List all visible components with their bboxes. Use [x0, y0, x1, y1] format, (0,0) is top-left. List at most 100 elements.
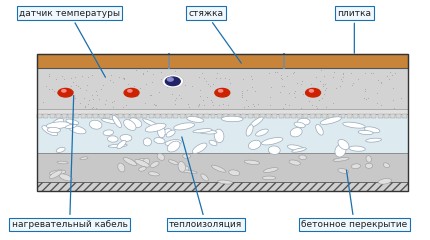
- Ellipse shape: [123, 157, 137, 166]
- Point: [188, 84, 195, 88]
- Bar: [180, 114, 184, 118]
- Point: [319, 82, 326, 85]
- Point: [240, 105, 247, 109]
- Point: [98, 87, 105, 91]
- Point: [347, 71, 354, 75]
- Bar: [273, 114, 277, 118]
- Point: [249, 102, 256, 106]
- Point: [361, 90, 368, 93]
- Bar: [316, 114, 321, 118]
- Ellipse shape: [229, 170, 240, 176]
- Ellipse shape: [118, 163, 125, 172]
- Point: [208, 98, 215, 102]
- Point: [163, 85, 170, 89]
- Point: [110, 80, 117, 84]
- Bar: [260, 114, 265, 118]
- Point: [283, 74, 290, 78]
- Bar: [142, 114, 147, 118]
- Point: [238, 91, 245, 95]
- Ellipse shape: [66, 119, 79, 125]
- Bar: [37, 68, 408, 110]
- Point: [248, 85, 255, 89]
- Bar: [124, 114, 129, 118]
- Point: [338, 79, 345, 83]
- Point: [340, 71, 347, 75]
- Point: [198, 71, 205, 75]
- Point: [196, 103, 203, 107]
- Ellipse shape: [209, 140, 217, 146]
- Ellipse shape: [249, 140, 261, 150]
- Bar: [390, 114, 395, 118]
- Point: [88, 107, 95, 110]
- Point: [309, 90, 316, 94]
- Bar: [223, 114, 228, 118]
- Point: [252, 89, 259, 93]
- Point: [195, 75, 202, 79]
- Ellipse shape: [49, 170, 66, 175]
- Ellipse shape: [299, 155, 307, 160]
- Bar: [87, 114, 92, 118]
- Point: [279, 84, 286, 88]
- Point: [338, 78, 344, 81]
- Ellipse shape: [333, 157, 349, 161]
- Point: [243, 98, 249, 102]
- Point: [158, 77, 165, 81]
- Point: [109, 100, 116, 103]
- Point: [219, 102, 226, 106]
- Point: [285, 103, 292, 107]
- Point: [40, 101, 47, 104]
- Point: [323, 86, 330, 90]
- Ellipse shape: [145, 123, 166, 132]
- Bar: [353, 114, 358, 118]
- Point: [301, 92, 308, 96]
- Point: [398, 96, 405, 100]
- Bar: [402, 114, 407, 118]
- Point: [201, 103, 208, 107]
- Point: [111, 100, 118, 103]
- Bar: [365, 114, 370, 118]
- Point: [389, 73, 396, 77]
- Point: [43, 84, 49, 88]
- Bar: [80, 114, 86, 118]
- Point: [136, 87, 143, 90]
- Point: [85, 98, 92, 102]
- Point: [268, 85, 275, 89]
- Ellipse shape: [197, 130, 217, 134]
- Ellipse shape: [366, 163, 373, 168]
- Bar: [93, 114, 98, 118]
- Point: [144, 69, 151, 73]
- Ellipse shape: [120, 134, 132, 141]
- Bar: [56, 114, 61, 118]
- Point: [156, 90, 163, 93]
- Point: [92, 89, 99, 93]
- Bar: [359, 114, 364, 118]
- Point: [72, 75, 79, 78]
- Point: [207, 84, 214, 88]
- Point: [120, 105, 126, 109]
- Circle shape: [167, 78, 173, 81]
- Bar: [335, 114, 339, 118]
- Point: [139, 71, 146, 75]
- Point: [239, 93, 246, 96]
- Point: [120, 76, 127, 80]
- Bar: [229, 114, 234, 118]
- Ellipse shape: [221, 116, 243, 122]
- Bar: [62, 114, 67, 118]
- Bar: [396, 114, 401, 118]
- Point: [215, 103, 222, 107]
- Ellipse shape: [290, 128, 302, 137]
- Point: [339, 72, 346, 76]
- Bar: [37, 54, 408, 68]
- Point: [157, 70, 164, 74]
- Ellipse shape: [193, 129, 212, 133]
- Ellipse shape: [129, 118, 142, 127]
- Ellipse shape: [218, 180, 233, 184]
- Circle shape: [166, 77, 180, 86]
- Circle shape: [309, 90, 313, 92]
- Ellipse shape: [49, 170, 62, 179]
- Point: [99, 83, 106, 87]
- Circle shape: [163, 76, 182, 87]
- Point: [280, 84, 287, 88]
- Point: [130, 84, 137, 88]
- Ellipse shape: [57, 161, 68, 164]
